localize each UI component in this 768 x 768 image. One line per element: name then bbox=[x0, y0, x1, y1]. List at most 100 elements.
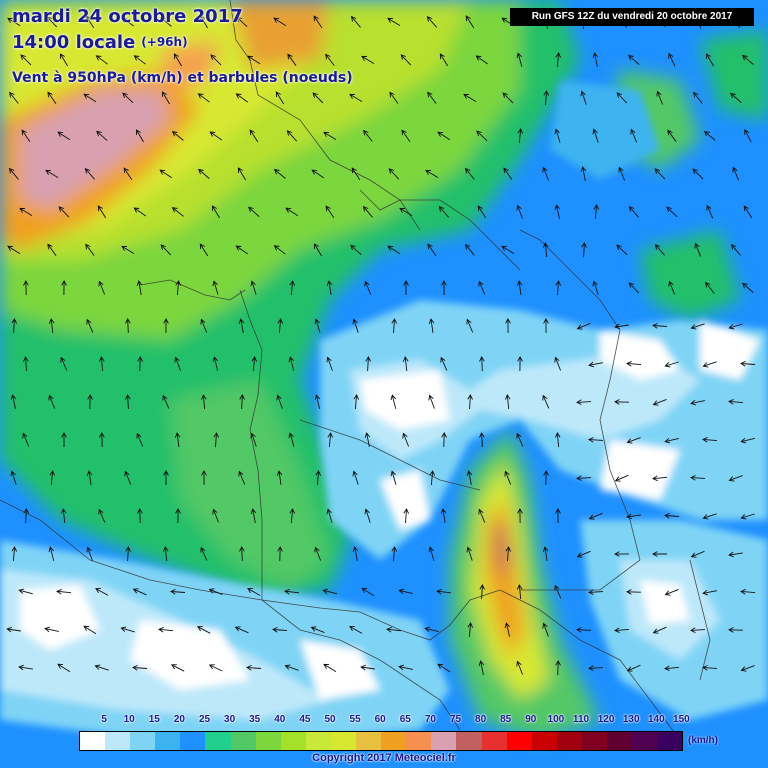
wind-arrow bbox=[428, 318, 435, 333]
wind-arrow bbox=[668, 52, 676, 67]
wind-arrow bbox=[654, 243, 665, 256]
wind-arrow bbox=[196, 626, 211, 634]
wind-arrow bbox=[285, 207, 299, 217]
wind-arrow bbox=[96, 130, 108, 141]
wind-arrow bbox=[364, 432, 371, 447]
wind-arrow bbox=[21, 129, 31, 143]
legend-label: 80 bbox=[475, 714, 487, 725]
legend-label: 35 bbox=[249, 714, 261, 725]
wind-arrow bbox=[652, 398, 667, 406]
wind-arrow bbox=[213, 432, 220, 448]
wind-arrow bbox=[249, 129, 259, 143]
wind-arrow bbox=[86, 546, 93, 561]
coastlines-and-borders bbox=[0, 0, 711, 741]
wind-arrow bbox=[362, 205, 373, 218]
forecast-variable: Vent à 950hPa (km/h) et barbules (noeuds… bbox=[12, 70, 353, 86]
wind-arrow bbox=[437, 131, 451, 141]
legend-label: 150 bbox=[673, 714, 690, 725]
wind-arrow bbox=[83, 625, 97, 635]
wind-arrow bbox=[171, 207, 184, 217]
wind-arrow bbox=[209, 131, 223, 141]
wind-arrow bbox=[554, 356, 562, 371]
wind-arrow bbox=[391, 318, 398, 334]
wind-arrow bbox=[516, 52, 523, 67]
wind-arrow bbox=[614, 551, 630, 557]
wind-arrow bbox=[504, 394, 511, 410]
wind-arrow bbox=[20, 54, 32, 66]
wind-arrow bbox=[728, 398, 744, 405]
wind-arrow bbox=[98, 508, 106, 523]
legend-swatch bbox=[105, 732, 131, 750]
wind-arrow bbox=[478, 280, 486, 295]
legend-swatch bbox=[130, 732, 156, 750]
wind-arrow bbox=[478, 508, 486, 523]
wind-arrow bbox=[626, 664, 641, 672]
wind-arrow bbox=[239, 546, 245, 562]
legend-swatch bbox=[456, 732, 482, 750]
wind-arrow bbox=[18, 588, 33, 595]
wind-arrow bbox=[554, 584, 562, 599]
legend-swatch bbox=[255, 732, 281, 750]
wind-arrow bbox=[730, 243, 741, 256]
wind-arrow bbox=[361, 587, 375, 597]
wind-arrow bbox=[364, 508, 371, 523]
wind-arrow bbox=[391, 546, 398, 562]
wind-arrow bbox=[310, 626, 325, 634]
wind-arrow bbox=[314, 318, 321, 333]
wind-arrow bbox=[576, 627, 592, 633]
wind-arrow bbox=[251, 356, 258, 372]
wind-arrow bbox=[323, 663, 337, 672]
wind-arrow bbox=[618, 166, 626, 181]
wind-arrow bbox=[403, 280, 409, 295]
wind-arrow bbox=[465, 15, 475, 29]
wind-arrow bbox=[95, 588, 109, 596]
wind-arrow bbox=[616, 244, 628, 256]
wind-arrow bbox=[728, 551, 743, 558]
wind-arrow bbox=[517, 356, 523, 372]
wind-arrow bbox=[438, 205, 449, 218]
wind-arrow bbox=[652, 551, 667, 557]
wind-arrow bbox=[516, 584, 523, 600]
wind-arrow bbox=[580, 90, 587, 105]
legend-color-bar bbox=[79, 731, 684, 751]
wind-arrow bbox=[159, 17, 172, 27]
wind-arrow bbox=[133, 55, 146, 65]
wind-arrow bbox=[467, 394, 473, 410]
wind-arrow bbox=[543, 90, 550, 106]
wind-arrow bbox=[555, 508, 561, 524]
wind-arrow bbox=[728, 323, 743, 330]
wind-arrow bbox=[740, 665, 755, 672]
wind-arrow bbox=[60, 356, 68, 371]
wind-arrow bbox=[555, 660, 561, 676]
legend-swatch bbox=[305, 732, 331, 750]
wind-arrow bbox=[690, 627, 706, 634]
wind-arrow bbox=[47, 91, 57, 104]
wind-arrow bbox=[210, 54, 222, 66]
wind-arrow bbox=[276, 470, 283, 485]
wind-arrow bbox=[174, 356, 181, 371]
wind-arrow bbox=[690, 550, 705, 558]
copyright-text: Copyright 2017 Meteociel.fr bbox=[312, 752, 456, 764]
wind-arrow bbox=[386, 626, 402, 633]
legend-swatch bbox=[531, 732, 557, 750]
legend-swatch bbox=[506, 732, 532, 750]
legend-label: 15 bbox=[148, 714, 160, 725]
wind-arrow bbox=[626, 437, 641, 444]
wind-arrow bbox=[7, 245, 21, 255]
wind-arrow bbox=[312, 92, 324, 104]
wind-arrow bbox=[313, 243, 322, 257]
wind-arrow bbox=[163, 470, 169, 485]
wind-arrow bbox=[542, 394, 550, 409]
wind-arrow bbox=[163, 318, 169, 334]
wind-arrow bbox=[555, 52, 562, 68]
wind-arrow bbox=[502, 92, 514, 104]
wind-arrow bbox=[234, 626, 249, 634]
wind-arrow bbox=[85, 243, 95, 256]
wind-arrow bbox=[592, 280, 599, 295]
wind-arrow bbox=[86, 470, 93, 485]
wind-arrow bbox=[516, 660, 524, 675]
legend-label: 65 bbox=[399, 714, 411, 725]
legend-swatch bbox=[556, 732, 582, 750]
wind-arrow bbox=[554, 432, 561, 448]
wind-arrow bbox=[741, 282, 754, 293]
